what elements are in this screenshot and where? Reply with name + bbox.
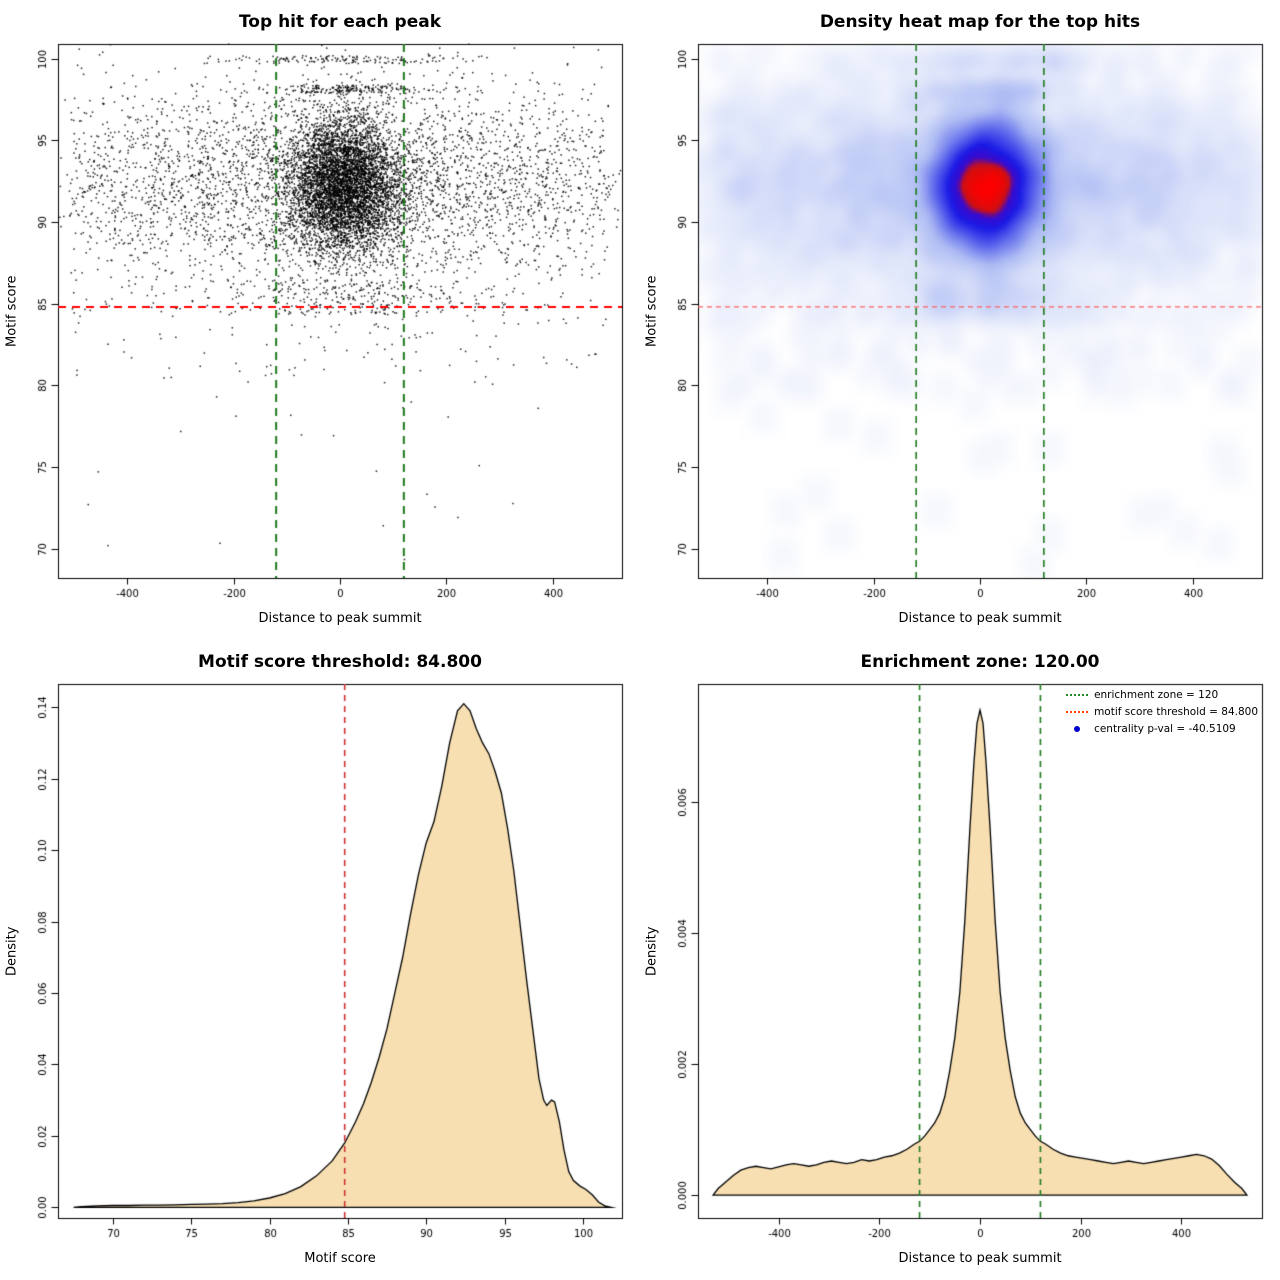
distance-density-y-axis-label: Density	[644, 926, 660, 976]
legend: enrichment zone = 120 motif score thresh…	[1066, 688, 1258, 736]
scatter-plot-canvas	[0, 0, 640, 640]
distance-density-title: Enrichment zone: 120.00	[860, 652, 1100, 672]
legend-item-enrichment-zone: enrichment zone = 120	[1066, 688, 1258, 702]
scatter-title: Top hit for each peak	[238, 12, 442, 32]
score-density-plot-canvas	[0, 640, 640, 1280]
panel-top-hits-scatter: Top hit for each peak Distance to peak s…	[0, 0, 640, 640]
score-density-x-axis-label: Motif score	[304, 1251, 376, 1266]
score-density-y-axis-label: Density	[4, 926, 20, 976]
scatter-x-axis-label: Distance to peak summit	[258, 611, 422, 626]
heatmap-title: Density heat map for the top hits	[819, 12, 1141, 32]
legend-label: enrichment zone = 120	[1094, 689, 1219, 701]
legend-label: centrality p-val = -40.5109	[1094, 723, 1236, 735]
heatmap-plot-canvas	[640, 0, 1280, 640]
scatter-y-axis-label: Motif score	[4, 275, 20, 347]
score-density-title: Motif score threshold: 84.800	[198, 652, 482, 672]
legend-item-motif-threshold: motif score threshold = 84.800	[1066, 705, 1258, 719]
panel-density-heatmap: Density heat map for the top hits Distan…	[640, 0, 1280, 640]
motif-threshold-line-swatch	[1066, 711, 1089, 713]
distance-density-x-axis-label: Distance to peak summit	[898, 1251, 1062, 1266]
legend-label: motif score threshold = 84.800	[1094, 706, 1258, 718]
legend-item-centrality-pval: centrality p-val = -40.5109	[1066, 722, 1258, 736]
panel-motif-score-density: Motif score threshold: 84.800 Motif scor…	[0, 640, 640, 1280]
centrality-pval-dot-swatch	[1074, 726, 1081, 732]
panel-summit-distance-density: Enrichment zone: 120.00 Distance to peak…	[640, 640, 1280, 1280]
enrichment-zone-line-swatch	[1066, 694, 1089, 696]
heatmap-x-axis-label: Distance to peak summit	[898, 611, 1062, 626]
distance-density-plot-canvas	[640, 640, 1280, 1280]
heatmap-y-axis-label: Motif score	[644, 275, 660, 347]
